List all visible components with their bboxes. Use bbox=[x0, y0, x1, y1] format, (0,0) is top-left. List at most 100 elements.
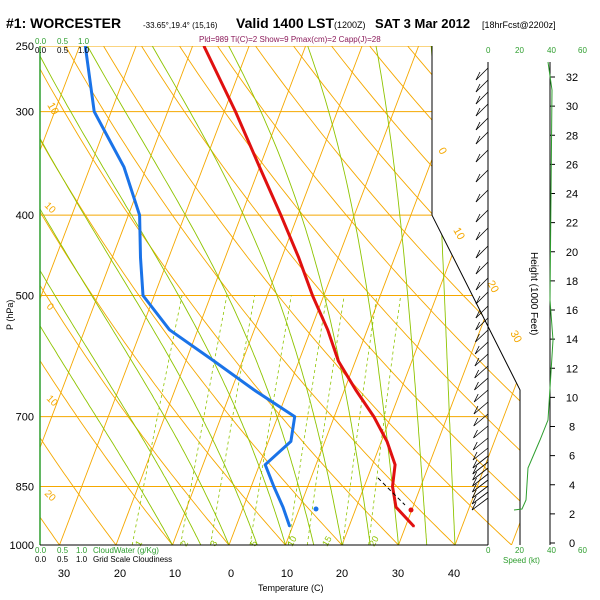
cloud-bottom-black-2: 1.0 bbox=[76, 555, 88, 564]
wind-barb bbox=[475, 189, 489, 203]
dry-adiabat-label: 10 bbox=[44, 393, 60, 409]
moist-adiabat-line bbox=[375, 46, 428, 545]
pressure-tick-label: 700 bbox=[16, 412, 34, 424]
wind-barb-flag bbox=[473, 393, 479, 403]
cloud-top-black-1: 0.5 bbox=[57, 46, 69, 55]
wind-barb bbox=[473, 389, 489, 403]
speed-bottom-0: 0 bbox=[486, 546, 491, 555]
moist-adiabat-line bbox=[87, 46, 315, 545]
cloud-top-green-1: 0.5 bbox=[57, 37, 69, 46]
dry-adiabat-line bbox=[65, 46, 456, 545]
wind-barb bbox=[472, 479, 489, 493]
wind-barb-flag bbox=[475, 135, 481, 145]
wind-barb bbox=[474, 377, 489, 391]
height-tick-label: 14 bbox=[566, 334, 578, 346]
wind-barb-flag bbox=[475, 321, 480, 331]
wind-barb bbox=[471, 497, 489, 511]
dry-adiabat-line bbox=[40, 46, 286, 545]
height-tick-label: 16 bbox=[566, 305, 578, 317]
mixing-ratio-line bbox=[249, 295, 292, 545]
wind-barb bbox=[473, 413, 489, 427]
pressure-tick-label: 250 bbox=[16, 41, 34, 53]
temperature-tick-label: 20 bbox=[336, 568, 348, 580]
valid-date: SAT 3 Mar 2012 bbox=[375, 16, 470, 31]
wind-barb bbox=[472, 473, 489, 487]
dry-adiabat-line bbox=[293, 46, 520, 545]
wind-barb-flag bbox=[475, 265, 481, 275]
mixing-ratio-label: 10 bbox=[285, 534, 299, 548]
moist-adiabat-line bbox=[40, 46, 173, 545]
wind-barb bbox=[471, 491, 489, 505]
wind-barb-flag bbox=[472, 451, 478, 461]
dewpoint-point bbox=[138, 214, 141, 216]
isotherm-line bbox=[511, 46, 520, 545]
station-coords: -33.65°,19.4° (15,16) bbox=[143, 21, 218, 30]
wind-barb-flag bbox=[472, 477, 477, 487]
temperature-tick-label: 40 bbox=[448, 568, 460, 580]
wind-barb-flag bbox=[473, 405, 479, 415]
wind-barb bbox=[475, 131, 489, 145]
moist-adiabat-line bbox=[40, 46, 230, 545]
dewpoint-point bbox=[288, 525, 291, 528]
isotherm-label: 0 bbox=[435, 146, 448, 157]
wind-barb-flag bbox=[472, 459, 478, 469]
wind-barb-flag bbox=[472, 471, 477, 481]
temperature-point bbox=[280, 214, 282, 216]
wind-barb bbox=[475, 317, 489, 331]
wind-barb bbox=[475, 329, 489, 343]
mixing-ratio-label: 1 bbox=[133, 539, 144, 548]
temperature-point bbox=[413, 525, 415, 528]
wind-barb-flag bbox=[473, 417, 479, 427]
speed-caption: Speed (kt) bbox=[503, 556, 540, 565]
mixing-ratio-line bbox=[368, 295, 402, 545]
wind-barb bbox=[475, 149, 489, 163]
wind-barb bbox=[472, 485, 489, 499]
moist-adiabat-line bbox=[228, 46, 371, 545]
pressure-tick-label: 500 bbox=[16, 291, 34, 303]
wind-barb-flag bbox=[475, 121, 481, 131]
pressure-tick-label: 850 bbox=[16, 482, 34, 494]
height-axis-title: Height (1000 Feet) bbox=[528, 252, 539, 335]
temperature-tick-label: 30 bbox=[392, 568, 404, 580]
dry-adiabat-line bbox=[40, 46, 117, 545]
wind-barb-flag bbox=[475, 173, 481, 183]
wind-barb bbox=[475, 209, 489, 223]
speed-bottom-40: 40 bbox=[547, 546, 556, 555]
temperature-point bbox=[354, 389, 357, 391]
isotherm-label: 10 bbox=[450, 226, 467, 243]
wind-barb bbox=[474, 341, 489, 355]
utc-time: (1200Z) bbox=[334, 20, 366, 30]
wind-barb bbox=[475, 117, 489, 131]
temperature-tick-label: 20 bbox=[114, 568, 126, 580]
height-tick-label: 20 bbox=[566, 247, 578, 259]
mixing-ratio-line bbox=[342, 295, 378, 545]
temperature-point bbox=[203, 46, 205, 47]
mixing-ratio-line bbox=[210, 295, 256, 545]
temperature-line bbox=[202, 46, 416, 528]
wind-barb bbox=[473, 401, 489, 415]
isotherm-line bbox=[59, 46, 250, 545]
dewpoint-point bbox=[123, 166, 125, 168]
wind-barb bbox=[475, 277, 489, 291]
cloud-bottom-green-1: 0.5 bbox=[57, 546, 69, 555]
mixing-ratio-line bbox=[180, 295, 228, 545]
wind-barb bbox=[472, 447, 489, 461]
height-tick-label: 4 bbox=[569, 480, 575, 492]
wind-barb-flag bbox=[475, 249, 481, 259]
dry-adiabat-line bbox=[179, 46, 520, 545]
pressure-tick-label: 300 bbox=[16, 107, 34, 119]
temperature-point bbox=[391, 485, 394, 488]
dewpoint-point bbox=[253, 389, 255, 391]
wind-barb-flag bbox=[471, 489, 477, 499]
wind-barb-flag bbox=[475, 281, 481, 291]
moist-adiabat-line bbox=[151, 46, 343, 545]
speed-top-60: 60 bbox=[578, 46, 587, 55]
dry-adiabat-label: 10 bbox=[42, 200, 58, 216]
wind-barb-flag bbox=[475, 95, 481, 105]
dewpoint-point bbox=[282, 506, 284, 508]
height-tick-label: 18 bbox=[566, 276, 578, 288]
dewpoint-point bbox=[139, 256, 142, 259]
mixing-ratio-label: 2 bbox=[179, 539, 190, 548]
